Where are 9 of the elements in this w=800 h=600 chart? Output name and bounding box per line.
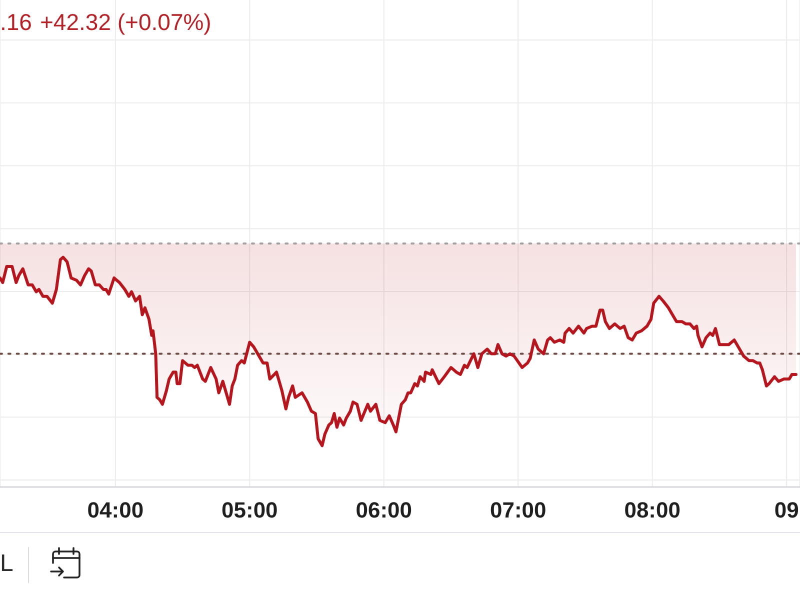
chart-subtitle: +42.32 (+0.07%) [40,8,212,36]
x-tick-label: 06:00 [356,498,412,523]
x-tick-label: 05:00 [222,498,278,523]
chart-title: .16 [0,8,32,36]
x-tick-label: 07:00 [490,498,546,523]
x-tick-label: 08:00 [624,498,680,523]
x-tick-label: 09 [774,498,799,523]
x-tick-label: 04:00 [87,498,144,523]
text: L [0,550,14,577]
